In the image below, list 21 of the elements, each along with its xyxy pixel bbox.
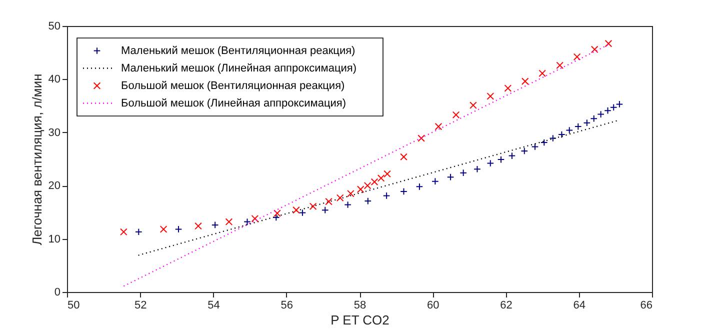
- x-tick-label: 50: [68, 300, 80, 312]
- x-axis-title: P ET CO2: [330, 312, 390, 328]
- y-tick-label: 0: [54, 286, 60, 298]
- y-tick-label: 30: [48, 126, 60, 139]
- x-tick-label: 52: [134, 300, 147, 312]
- y-tick-label: 10: [48, 233, 60, 246]
- x-tick-label: 54: [208, 300, 220, 312]
- y-tick-label: 50: [48, 20, 60, 32]
- legend-label: Маленький мешок (Линейная аппроксимация): [121, 62, 357, 74]
- x-tick-label: 64: [573, 300, 586, 312]
- x-tick-label: 56: [280, 300, 293, 312]
- y-tick-label: 20: [48, 180, 60, 192]
- x-tick-label: 60: [427, 300, 440, 312]
- y-axis-title: Легочная вентиляция, л/мин: [29, 74, 44, 246]
- x-tick-label: 66: [640, 300, 652, 312]
- y-tick-label: 40: [48, 74, 60, 86]
- x-tick-label: 58: [354, 300, 366, 312]
- legend-label: Маленький мешок (Вентиляционная реакция): [121, 44, 356, 57]
- x-tick-label: 62: [500, 300, 512, 312]
- legend-label: Большой мешок (Вентиляционная реакция): [121, 80, 345, 92]
- legend-label: Большой мешок (Линейная аппроксимация): [121, 97, 346, 110]
